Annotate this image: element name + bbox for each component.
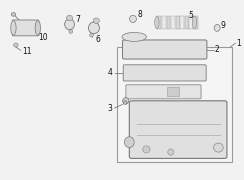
Ellipse shape — [35, 21, 41, 35]
Ellipse shape — [124, 137, 134, 148]
Bar — [180, 16, 184, 29]
Ellipse shape — [155, 16, 159, 29]
FancyBboxPatch shape — [12, 20, 39, 36]
Text: 1: 1 — [236, 39, 241, 48]
Ellipse shape — [214, 143, 223, 152]
Ellipse shape — [168, 149, 174, 155]
FancyBboxPatch shape — [126, 85, 201, 99]
Ellipse shape — [11, 13, 16, 16]
Text: 7: 7 — [75, 15, 80, 24]
Ellipse shape — [65, 19, 74, 30]
Text: 9: 9 — [221, 21, 226, 30]
Ellipse shape — [130, 15, 136, 22]
FancyBboxPatch shape — [123, 65, 206, 81]
Bar — [185, 16, 189, 29]
Ellipse shape — [123, 98, 129, 104]
Ellipse shape — [143, 146, 150, 153]
Ellipse shape — [93, 18, 100, 23]
Ellipse shape — [66, 15, 73, 21]
Ellipse shape — [192, 16, 197, 29]
Bar — [162, 16, 166, 29]
Ellipse shape — [88, 22, 100, 34]
Ellipse shape — [90, 33, 93, 37]
Bar — [117, 47, 232, 162]
Bar — [189, 16, 193, 29]
Bar — [166, 16, 170, 29]
Ellipse shape — [69, 30, 73, 33]
Ellipse shape — [122, 32, 146, 41]
Text: 2: 2 — [214, 45, 219, 54]
Text: 4: 4 — [107, 68, 112, 77]
Text: 10: 10 — [38, 33, 47, 42]
Ellipse shape — [123, 101, 127, 104]
Bar — [167, 87, 179, 96]
Bar — [194, 16, 198, 29]
Bar — [176, 16, 180, 29]
Ellipse shape — [11, 21, 16, 35]
Ellipse shape — [14, 43, 18, 47]
Bar — [171, 16, 175, 29]
Text: 5: 5 — [188, 11, 193, 20]
Text: 3: 3 — [107, 104, 112, 113]
Text: 8: 8 — [137, 10, 142, 19]
Bar — [157, 16, 161, 29]
FancyBboxPatch shape — [122, 40, 207, 59]
FancyBboxPatch shape — [129, 101, 227, 158]
Ellipse shape — [214, 24, 220, 31]
Text: 6: 6 — [95, 35, 100, 44]
Text: 11: 11 — [22, 47, 31, 56]
